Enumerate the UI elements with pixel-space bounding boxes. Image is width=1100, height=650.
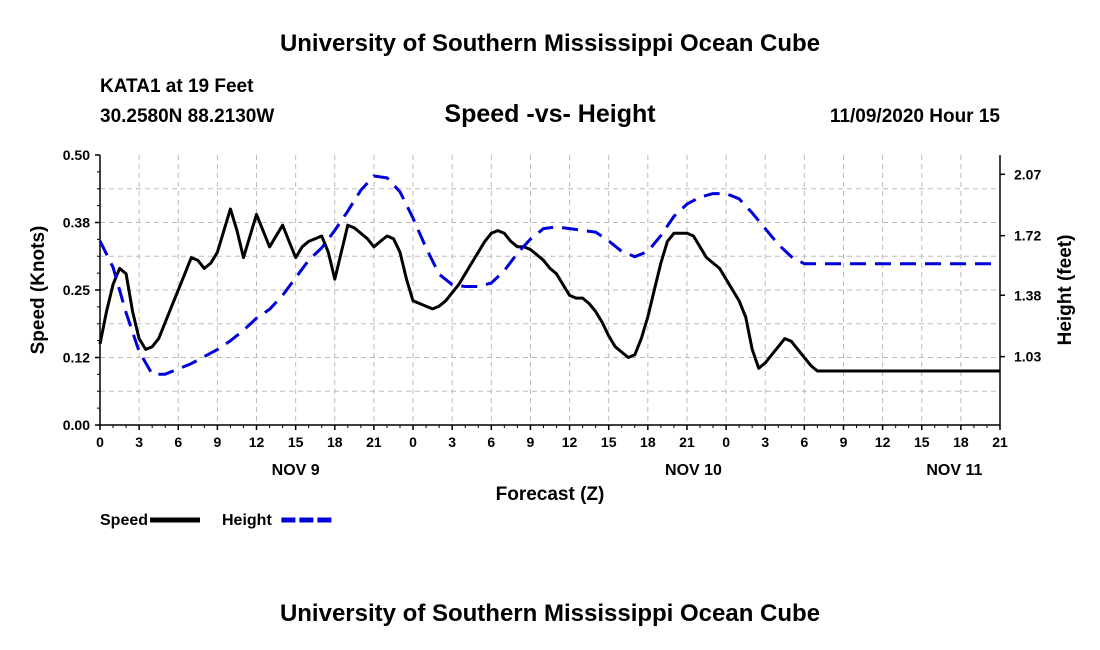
date-label: NOV 10 bbox=[665, 462, 722, 479]
x-tick-label: 12 bbox=[562, 434, 578, 450]
legend-label-height: Height bbox=[222, 512, 272, 529]
right-y-tick-label: 1.72 bbox=[1014, 228, 1041, 244]
date-label: NOV 9 bbox=[272, 462, 320, 479]
axes bbox=[95, 154, 1005, 430]
series-group bbox=[98, 174, 1000, 376]
left-y-tick-label: 0.12 bbox=[63, 350, 90, 366]
x-tick-label: 6 bbox=[800, 434, 808, 450]
x-tick-label: 9 bbox=[527, 434, 535, 450]
x-tick-label: 15 bbox=[601, 434, 617, 450]
right-y-tick-label: 1.03 bbox=[1014, 349, 1041, 365]
coordinates-label: 30.2580N 88.2130W bbox=[100, 106, 275, 127]
x-tick-label: 9 bbox=[840, 434, 848, 450]
chart-title: Speed -vs- Height bbox=[444, 100, 656, 128]
right-y-axis-title: Height (feet) bbox=[1055, 235, 1076, 346]
series-line-height bbox=[98, 174, 1000, 376]
legend-label-speed: Speed bbox=[100, 512, 148, 529]
x-tick-label: 6 bbox=[174, 434, 182, 450]
grid-lines bbox=[100, 155, 1000, 425]
legend: Speed Height bbox=[100, 512, 332, 529]
x-tick-label: 18 bbox=[953, 434, 969, 450]
page-title-top: University of Southern Mississippi Ocean… bbox=[279, 30, 821, 57]
left-y-tick-label: 0.25 bbox=[63, 282, 90, 298]
x-tick-label: 18 bbox=[327, 434, 343, 450]
x-tick-label: 6 bbox=[487, 434, 495, 450]
series-line-speed bbox=[98, 207, 1000, 373]
x-tick-label: 3 bbox=[761, 434, 769, 450]
left-y-tick-label: 0.00 bbox=[63, 417, 90, 433]
station-label: KATA1 at 19 Feet bbox=[100, 76, 254, 97]
left-y-tick-label: 0.50 bbox=[63, 147, 90, 163]
x-tick-label: 15 bbox=[914, 434, 930, 450]
x-tick-label: 12 bbox=[875, 434, 891, 450]
x-tick-label: 0 bbox=[409, 434, 417, 450]
x-tick-label: 3 bbox=[135, 434, 143, 450]
x-tick-label: 12 bbox=[249, 434, 265, 450]
x-tick-label: 0 bbox=[722, 434, 730, 450]
left-y-axis-title: Speed (Knots) bbox=[28, 226, 49, 355]
forecast-datetime: 11/09/2020 Hour 15 bbox=[829, 106, 1000, 127]
page-title-bottom: University of Southern Mississippi Ocean… bbox=[279, 600, 821, 627]
x-axis-title: Forecast (Z) bbox=[496, 484, 605, 505]
x-tick-label: 21 bbox=[366, 434, 382, 450]
date-label: NOV 11 bbox=[926, 462, 982, 479]
x-tick-label: 21 bbox=[679, 434, 695, 450]
x-tick-label: 15 bbox=[288, 434, 304, 450]
x-tick-label: 3 bbox=[448, 434, 456, 450]
left-y-tick-label: 0.38 bbox=[63, 215, 90, 231]
axis-labels: 0 3 6 9 12 15 18 21 0 3 6 9 12 15 18 21 0 3 6 9 12 15 18 21 0.00… bbox=[28, 147, 1076, 505]
x-tick-label: 9 bbox=[213, 434, 221, 450]
right-y-tick-label: 2.07 bbox=[1014, 166, 1041, 182]
right-y-tick-label: 1.38 bbox=[1014, 287, 1041, 303]
x-tick-label: 18 bbox=[640, 434, 656, 450]
x-tick-label: 0 bbox=[96, 434, 104, 450]
x-tick-label: 21 bbox=[992, 434, 1008, 450]
